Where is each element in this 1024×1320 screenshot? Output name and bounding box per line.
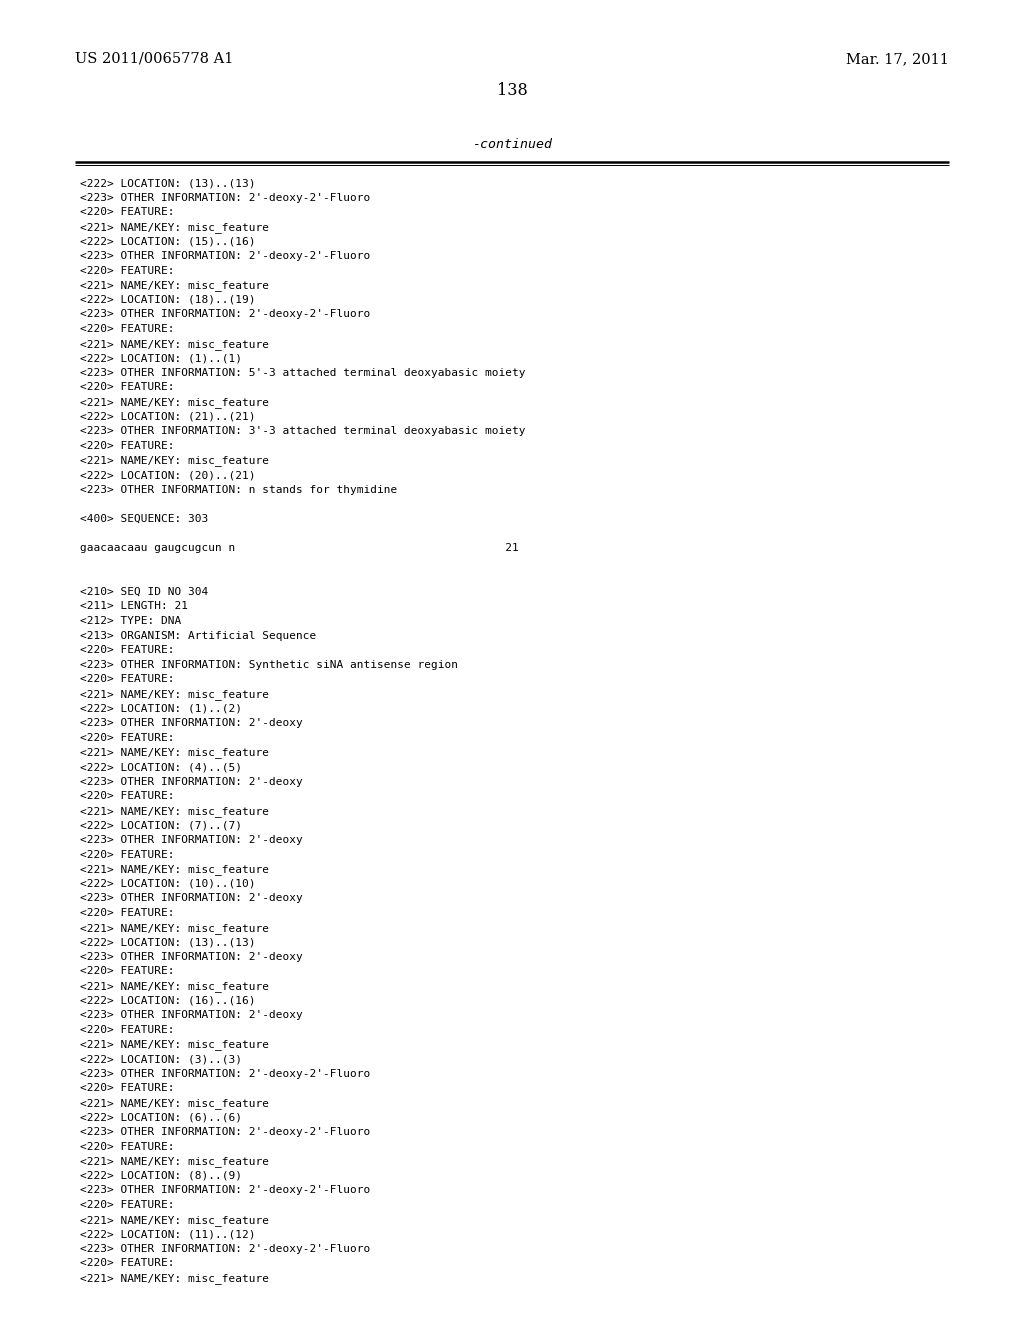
Text: <222> LOCATION: (15)..(16): <222> LOCATION: (15)..(16) xyxy=(80,236,256,247)
Text: <220> FEATURE:: <220> FEATURE: xyxy=(80,207,174,218)
Text: <220> FEATURE:: <220> FEATURE: xyxy=(80,850,174,859)
Text: <210> SEQ ID NO 304: <210> SEQ ID NO 304 xyxy=(80,587,208,597)
Text: <400> SEQUENCE: 303: <400> SEQUENCE: 303 xyxy=(80,513,208,524)
Text: <221> NAME/KEY: misc_feature: <221> NAME/KEY: misc_feature xyxy=(80,280,269,292)
Text: <220> FEATURE:: <220> FEATURE: xyxy=(80,791,174,801)
Text: <220> FEATURE:: <220> FEATURE: xyxy=(80,383,174,392)
Text: <223> OTHER INFORMATION: 2'-deoxy-2'-Fluoro: <223> OTHER INFORMATION: 2'-deoxy-2'-Flu… xyxy=(80,251,371,261)
Text: <221> NAME/KEY: misc_feature: <221> NAME/KEY: misc_feature xyxy=(80,747,269,758)
Text: <222> LOCATION: (21)..(21): <222> LOCATION: (21)..(21) xyxy=(80,412,256,421)
Text: <223> OTHER INFORMATION: 2'-deoxy-2'-Fluoro: <223> OTHER INFORMATION: 2'-deoxy-2'-Flu… xyxy=(80,193,371,202)
Text: <220> FEATURE:: <220> FEATURE: xyxy=(80,733,174,743)
Text: <223> OTHER INFORMATION: n stands for thymidine: <223> OTHER INFORMATION: n stands for th… xyxy=(80,484,397,495)
Text: <220> FEATURE:: <220> FEATURE: xyxy=(80,908,174,917)
Text: <223> OTHER INFORMATION: 2'-deoxy: <223> OTHER INFORMATION: 2'-deoxy xyxy=(80,894,303,903)
Text: <221> NAME/KEY: misc_feature: <221> NAME/KEY: misc_feature xyxy=(80,1214,269,1225)
Text: <222> LOCATION: (18)..(19): <222> LOCATION: (18)..(19) xyxy=(80,294,256,305)
Text: <223> OTHER INFORMATION: 2'-deoxy: <223> OTHER INFORMATION: 2'-deoxy xyxy=(80,718,303,729)
Text: <222> LOCATION: (8)..(9): <222> LOCATION: (8)..(9) xyxy=(80,1171,242,1181)
Text: <221> NAME/KEY: misc_feature: <221> NAME/KEY: misc_feature xyxy=(80,455,269,466)
Text: Mar. 17, 2011: Mar. 17, 2011 xyxy=(846,51,949,66)
Text: <220> FEATURE:: <220> FEATURE: xyxy=(80,323,174,334)
Text: <222> LOCATION: (3)..(3): <222> LOCATION: (3)..(3) xyxy=(80,1053,242,1064)
Text: <220> FEATURE:: <220> FEATURE: xyxy=(80,1024,174,1035)
Text: <221> NAME/KEY: misc_feature: <221> NAME/KEY: misc_feature xyxy=(80,805,269,817)
Text: <222> LOCATION: (1)..(1): <222> LOCATION: (1)..(1) xyxy=(80,354,242,363)
Text: <223> OTHER INFORMATION: 2'-deoxy-2'-Fluoro: <223> OTHER INFORMATION: 2'-deoxy-2'-Flu… xyxy=(80,1069,371,1078)
Text: 138: 138 xyxy=(497,82,527,99)
Text: <222> LOCATION: (4)..(5): <222> LOCATION: (4)..(5) xyxy=(80,762,242,772)
Text: <221> NAME/KEY: misc_feature: <221> NAME/KEY: misc_feature xyxy=(80,222,269,232)
Text: <223> OTHER INFORMATION: 2'-deoxy-2'-Fluoro: <223> OTHER INFORMATION: 2'-deoxy-2'-Flu… xyxy=(80,1185,371,1196)
Text: <223> OTHER INFORMATION: 3'-3 attached terminal deoxyabasic moiety: <223> OTHER INFORMATION: 3'-3 attached t… xyxy=(80,426,525,436)
Text: <221> NAME/KEY: misc_feature: <221> NAME/KEY: misc_feature xyxy=(80,981,269,991)
Text: <221> NAME/KEY: misc_feature: <221> NAME/KEY: misc_feature xyxy=(80,1272,269,1284)
Text: <222> LOCATION: (10)..(10): <222> LOCATION: (10)..(10) xyxy=(80,879,256,888)
Text: <220> FEATURE:: <220> FEATURE: xyxy=(80,441,174,451)
Text: <221> NAME/KEY: misc_feature: <221> NAME/KEY: misc_feature xyxy=(80,339,269,350)
Text: <220> FEATURE:: <220> FEATURE: xyxy=(80,675,174,684)
Text: <221> NAME/KEY: misc_feature: <221> NAME/KEY: misc_feature xyxy=(80,397,269,408)
Text: <223> OTHER INFORMATION: 2'-deoxy-2'-Fluoro: <223> OTHER INFORMATION: 2'-deoxy-2'-Flu… xyxy=(80,1243,371,1254)
Text: <221> NAME/KEY: misc_feature: <221> NAME/KEY: misc_feature xyxy=(80,923,269,933)
Text: -continued: -continued xyxy=(472,139,552,150)
Text: <222> LOCATION: (13)..(13): <222> LOCATION: (13)..(13) xyxy=(80,937,256,948)
Text: <220> FEATURE:: <220> FEATURE: xyxy=(80,1084,174,1093)
Text: <222> LOCATION: (16)..(16): <222> LOCATION: (16)..(16) xyxy=(80,995,256,1006)
Text: <223> OTHER INFORMATION: 2'-deoxy: <223> OTHER INFORMATION: 2'-deoxy xyxy=(80,836,303,845)
Text: <222> LOCATION: (20)..(21): <222> LOCATION: (20)..(21) xyxy=(80,470,256,480)
Text: <223> OTHER INFORMATION: Synthetic siNA antisense region: <223> OTHER INFORMATION: Synthetic siNA … xyxy=(80,660,458,669)
Text: <223> OTHER INFORMATION: 2'-deoxy: <223> OTHER INFORMATION: 2'-deoxy xyxy=(80,1010,303,1020)
Text: <222> LOCATION: (7)..(7): <222> LOCATION: (7)..(7) xyxy=(80,821,242,830)
Text: <223> OTHER INFORMATION: 2'-deoxy-2'-Fluoro: <223> OTHER INFORMATION: 2'-deoxy-2'-Flu… xyxy=(80,1127,371,1137)
Text: <221> NAME/KEY: misc_feature: <221> NAME/KEY: misc_feature xyxy=(80,1098,269,1109)
Text: US 2011/0065778 A1: US 2011/0065778 A1 xyxy=(75,51,233,66)
Text: <221> NAME/KEY: misc_feature: <221> NAME/KEY: misc_feature xyxy=(80,865,269,875)
Text: <220> FEATURE:: <220> FEATURE: xyxy=(80,966,174,977)
Text: <223> OTHER INFORMATION: 2'-deoxy: <223> OTHER INFORMATION: 2'-deoxy xyxy=(80,952,303,962)
Text: gaacaacaau gaugcugcun n                                        21: gaacaacaau gaugcugcun n 21 xyxy=(80,543,519,553)
Text: <221> NAME/KEY: misc_feature: <221> NAME/KEY: misc_feature xyxy=(80,1156,269,1167)
Text: <220> FEATURE:: <220> FEATURE: xyxy=(80,1258,174,1269)
Text: <213> ORGANISM: Artificial Sequence: <213> ORGANISM: Artificial Sequence xyxy=(80,631,316,640)
Text: <211> LENGTH: 21: <211> LENGTH: 21 xyxy=(80,602,188,611)
Text: <221> NAME/KEY: misc_feature: <221> NAME/KEY: misc_feature xyxy=(80,689,269,700)
Text: <223> OTHER INFORMATION: 2'-deoxy-2'-Fluoro: <223> OTHER INFORMATION: 2'-deoxy-2'-Flu… xyxy=(80,309,371,319)
Text: <220> FEATURE:: <220> FEATURE: xyxy=(80,1142,174,1151)
Text: <223> OTHER INFORMATION: 5'-3 attached terminal deoxyabasic moiety: <223> OTHER INFORMATION: 5'-3 attached t… xyxy=(80,368,525,378)
Text: <222> LOCATION: (11)..(12): <222> LOCATION: (11)..(12) xyxy=(80,1229,256,1239)
Text: <220> FEATURE:: <220> FEATURE: xyxy=(80,645,174,655)
Text: <223> OTHER INFORMATION: 2'-deoxy: <223> OTHER INFORMATION: 2'-deoxy xyxy=(80,776,303,787)
Text: <222> LOCATION: (6)..(6): <222> LOCATION: (6)..(6) xyxy=(80,1113,242,1122)
Text: <221> NAME/KEY: misc_feature: <221> NAME/KEY: misc_feature xyxy=(80,1039,269,1051)
Text: <222> LOCATION: (1)..(2): <222> LOCATION: (1)..(2) xyxy=(80,704,242,714)
Text: <220> FEATURE:: <220> FEATURE: xyxy=(80,265,174,276)
Text: <222> LOCATION: (13)..(13): <222> LOCATION: (13)..(13) xyxy=(80,178,256,187)
Text: <220> FEATURE:: <220> FEATURE: xyxy=(80,1200,174,1210)
Text: <212> TYPE: DNA: <212> TYPE: DNA xyxy=(80,616,181,626)
